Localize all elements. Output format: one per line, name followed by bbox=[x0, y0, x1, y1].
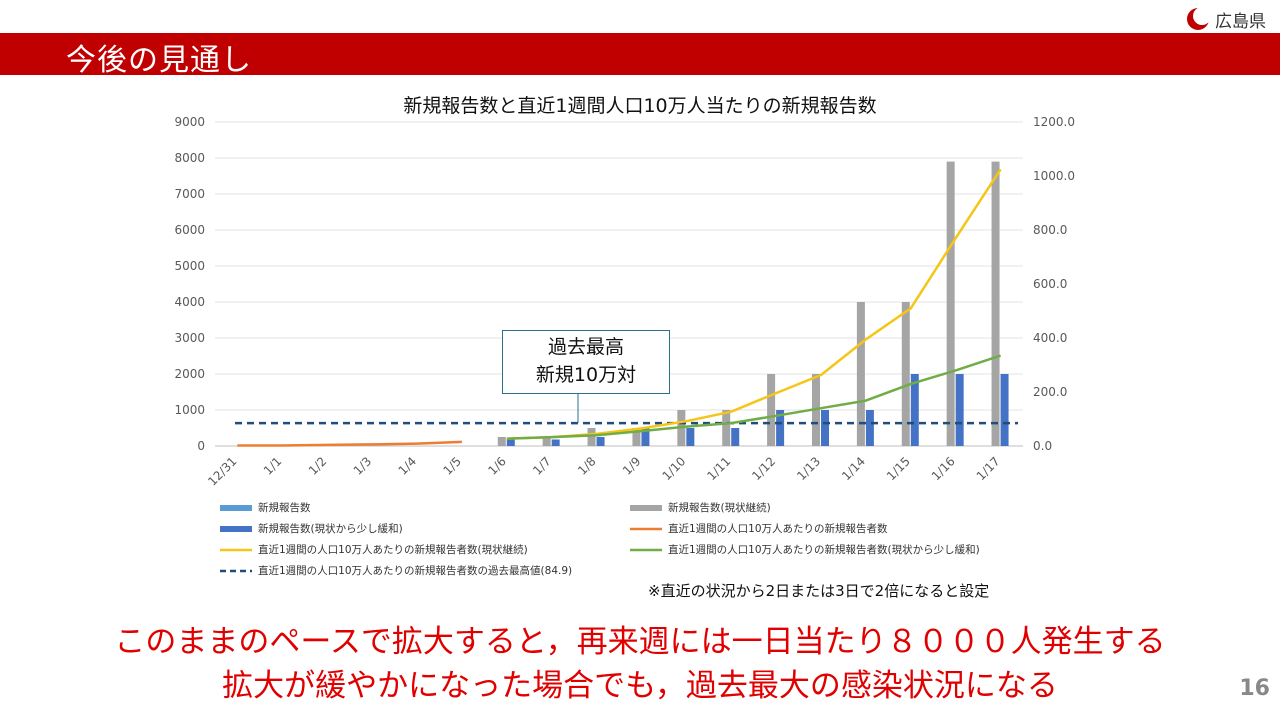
assumption-note: ※直近の状況から2日または3日で2倍になると設定 bbox=[648, 582, 990, 600]
bar bbox=[506, 439, 515, 446]
x-tick-label: 1/2 bbox=[306, 454, 330, 478]
bar bbox=[991, 161, 1000, 446]
y-left-tick-label: 4000 bbox=[174, 295, 205, 309]
x-tick-label: 1/5 bbox=[440, 454, 464, 478]
chart-title: 新規報告数と直近1週間人口10万人当たりの新規報告数 bbox=[403, 95, 877, 117]
conclusion-message-1: このままのペースで拡大すると，再来週には一日当たり８０００人発生する bbox=[114, 624, 1166, 660]
bar bbox=[551, 439, 560, 446]
legend-swatch bbox=[220, 525, 252, 532]
x-tick-label: 1/15 bbox=[884, 454, 913, 483]
x-tick-label: 1/3 bbox=[351, 454, 375, 478]
legend-label: 直近1週間の人口10万人あたりの新規報告者数(現状継続) bbox=[258, 544, 528, 556]
x-tick-label: 1/12 bbox=[749, 454, 778, 483]
bar bbox=[776, 410, 785, 446]
bar bbox=[821, 410, 829, 446]
record-callout: 過去最高 新規10万対 bbox=[502, 330, 670, 394]
hiroshima-logo-icon bbox=[1187, 7, 1211, 30]
x-tick-label: 1/16 bbox=[929, 454, 958, 483]
x-tick-label: 1/6 bbox=[485, 454, 509, 478]
bar bbox=[1000, 374, 1009, 446]
series-line bbox=[506, 168, 1002, 440]
legend-item: 新規報告数(現状継続) bbox=[630, 500, 771, 515]
callout-line-2: 新規10万対 bbox=[535, 364, 637, 386]
series-line bbox=[506, 354, 1001, 440]
y-left-tick-label: 0 bbox=[197, 439, 205, 453]
bar bbox=[767, 374, 776, 446]
bar bbox=[856, 302, 865, 446]
conclusion-message-2: 拡大が緩やかになった場合でも，過去最大の感染状況になる bbox=[222, 668, 1058, 704]
y-left-tick-label: 6000 bbox=[174, 223, 205, 237]
legend-item: 直近1週間の人口10万人あたりの新規報告者数(現状から少し緩和) bbox=[630, 542, 980, 557]
x-tick-label: 1/8 bbox=[575, 454, 599, 478]
legend-label: 新規報告数 bbox=[258, 502, 311, 514]
legend-swatch bbox=[220, 504, 252, 511]
legend-item: 新規報告数 bbox=[220, 500, 311, 515]
bar bbox=[865, 410, 874, 446]
bar bbox=[731, 428, 740, 446]
bar bbox=[946, 161, 955, 446]
page-title: 今後の見通し bbox=[66, 43, 252, 78]
x-tick-label: 12/31 bbox=[205, 454, 239, 488]
bar bbox=[632, 428, 641, 446]
x-tick-label: 1/1 bbox=[261, 454, 285, 478]
x-tick-label: 1/10 bbox=[659, 454, 688, 483]
y-left-tick-label: 8000 bbox=[174, 151, 205, 165]
x-tick-label: 1/7 bbox=[530, 454, 554, 478]
legend-label: 新規報告数(現状から少し緩和) bbox=[258, 523, 403, 535]
legend-item: 新規報告数(現状から少し緩和) bbox=[220, 521, 403, 536]
bar bbox=[587, 428, 596, 446]
page-number: 16 bbox=[1239, 676, 1270, 701]
legend-label: 新規報告数(現状継続) bbox=[668, 502, 771, 514]
bar bbox=[497, 437, 506, 446]
y-left-tick-label: 7000 bbox=[174, 187, 205, 201]
legend-swatch bbox=[220, 548, 252, 551]
logo: 広島県 bbox=[1185, 6, 1266, 32]
y-right-tick-label: 0.0 bbox=[1033, 439, 1052, 453]
y-right-tick-label: 600.0 bbox=[1033, 277, 1067, 291]
bar bbox=[596, 437, 605, 446]
y-right-tick-label: 400.0 bbox=[1033, 331, 1067, 345]
callout-line-1: 過去最高 bbox=[547, 336, 624, 358]
x-tick-label: 1/11 bbox=[704, 454, 733, 483]
legend-item: 直近1週間の人口10万人あたりの新規報告者数 bbox=[630, 521, 888, 536]
x-tick-label: 1/14 bbox=[839, 454, 868, 483]
y-left-tick-label: 9000 bbox=[174, 115, 205, 129]
legend-item: 直近1週間の人口10万人あたりの新規報告者数の過去最高値(84.9) bbox=[220, 563, 572, 578]
bar bbox=[641, 428, 650, 446]
legend-label: 直近1週間の人口10万人あたりの新規報告者数(現状から少し緩和) bbox=[668, 544, 980, 556]
legend-swatch bbox=[630, 548, 662, 551]
y-right-tick-label: 800.0 bbox=[1033, 223, 1067, 237]
bar bbox=[955, 374, 964, 446]
y-right-tick-label: 200.0 bbox=[1033, 385, 1067, 399]
y-right-tick-label: 1000.0 bbox=[1033, 169, 1075, 183]
y-left-tick-label: 3000 bbox=[174, 331, 205, 345]
header-bar bbox=[0, 33, 1280, 75]
y-left-tick-label: 5000 bbox=[174, 259, 205, 273]
legend-label: 直近1週間の人口10万人あたりの新規報告者数 bbox=[668, 523, 888, 535]
x-tick-label: 1/13 bbox=[794, 454, 823, 483]
y-left-tick-label: 2000 bbox=[174, 367, 205, 381]
bar bbox=[542, 437, 551, 446]
legend-swatch bbox=[630, 504, 662, 511]
series-line bbox=[237, 440, 462, 447]
bar bbox=[910, 374, 919, 446]
legend-swatch bbox=[220, 569, 252, 572]
y-left-tick-label: 1000 bbox=[174, 403, 205, 417]
legend-swatch bbox=[630, 527, 662, 530]
legend-label: 直近1週間の人口10万人あたりの新規報告者数の過去最高値(84.9) bbox=[258, 565, 573, 577]
bar bbox=[722, 410, 731, 446]
x-tick-label: 1/17 bbox=[974, 454, 1003, 483]
legend-item: 直近1週間の人口10万人あたりの新規報告者数(現状継続) bbox=[220, 542, 528, 557]
logo-text: 広島県 bbox=[1215, 11, 1266, 32]
y-right-tick-label: 1200.0 bbox=[1033, 115, 1075, 129]
chart: 0 1000 2000 3000 4000 5000 6000 7000 8000 9000 0.0… bbox=[174, 115, 1075, 489]
bar bbox=[901, 302, 910, 446]
x-tick-label: 1/9 bbox=[620, 454, 644, 478]
x-tick-label: 1/4 bbox=[396, 454, 420, 478]
bar bbox=[686, 428, 695, 446]
